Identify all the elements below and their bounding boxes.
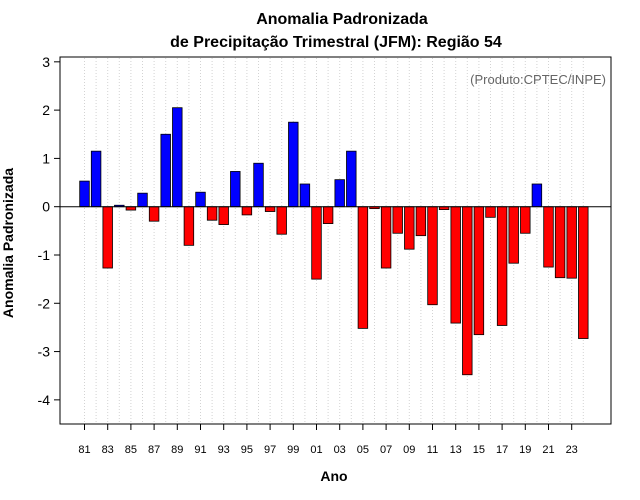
bar-2000	[299, 183, 311, 208]
bar-2021	[543, 206, 554, 268]
bar-2018	[508, 206, 519, 264]
chart-title-line-1: Anomalia Padronizada	[256, 11, 428, 28]
y-tick-label: 0	[42, 199, 50, 215]
bar-2013	[450, 206, 461, 324]
y-tick-label: 2	[42, 102, 50, 118]
x-axis: 81 83 85 87 89 91 93 95 97 99 01 03 05 07 09 11 13 15 17 19…	[78, 424, 578, 456]
x-tick-label: 15	[473, 444, 485, 456]
y-tick-label: -4	[38, 392, 51, 408]
bar-2017	[496, 206, 508, 326]
y-axis: 3 2 1 0 -1 -2 -3 -4	[38, 54, 60, 408]
bar-1999	[288, 121, 299, 208]
x-tick-label: 07	[380, 444, 392, 456]
x-tick-label: 95	[241, 444, 253, 456]
y-tick-label: -1	[38, 247, 51, 263]
bar-2010	[415, 206, 427, 237]
bar-1986	[137, 192, 148, 208]
x-tick-label: 97	[264, 444, 276, 456]
x-tick-label: 87	[148, 444, 160, 456]
bar-2005	[357, 206, 369, 329]
bar-1994	[230, 171, 241, 208]
x-tick-label: 93	[218, 444, 230, 456]
bar-2003	[334, 179, 345, 208]
bar-1985	[125, 206, 137, 211]
gridlines	[84, 58, 584, 423]
bar-2009	[404, 206, 415, 250]
bar-2001	[311, 206, 322, 280]
credit-annotation: (Produto:CPTEC/INPE)	[470, 72, 606, 87]
bar-1998	[276, 206, 287, 235]
x-tick-label: 81	[78, 444, 90, 456]
y-tick-label: 3	[42, 54, 50, 70]
bar-1992	[206, 206, 218, 221]
x-tick-label: 99	[287, 444, 299, 456]
bar-1987	[148, 206, 160, 222]
chart-title-line-2: de Precipitação Trimestral (JFM): Região…	[170, 34, 502, 51]
bar-1997	[264, 206, 276, 212]
y-tick-label: -2	[38, 295, 51, 311]
bar-1991	[195, 191, 206, 208]
bar-2002	[322, 206, 334, 224]
bar-1993	[218, 206, 229, 225]
x-tick-label: 85	[125, 444, 137, 456]
bar-2011	[427, 206, 438, 306]
bar-1988	[160, 133, 171, 208]
bars	[79, 107, 589, 376]
x-tick-label: 83	[102, 444, 114, 456]
bar-1995	[241, 206, 253, 216]
bar-2020	[531, 183, 543, 208]
x-tick-label: 01	[310, 444, 322, 456]
bar-1996	[253, 162, 264, 208]
y-tick-label: 1	[42, 150, 50, 166]
bar-1981	[79, 180, 90, 208]
y-tick-label: -3	[38, 344, 51, 360]
bar-2024	[578, 206, 589, 339]
x-tick-label: 19	[519, 444, 531, 456]
x-tick-label: 17	[496, 444, 508, 456]
bar-1982	[90, 150, 102, 208]
x-tick-label: 21	[542, 444, 554, 456]
x-tick-label: 13	[450, 444, 462, 456]
bar-2004	[346, 150, 357, 208]
y-axis-title: Anomalia Padronizada	[0, 168, 16, 318]
x-tick-label: 03	[334, 444, 346, 456]
bar-2007	[380, 206, 392, 269]
x-tick-label: 11	[427, 444, 438, 456]
bar-2008	[392, 206, 403, 234]
x-tick-label: 09	[403, 444, 415, 456]
bar-1989	[172, 107, 183, 208]
bar-2022	[554, 206, 566, 279]
bar-2016	[485, 206, 496, 218]
x-tick-label: 23	[566, 444, 578, 456]
bar-1990	[183, 206, 195, 246]
x-tick-label: 89	[171, 444, 183, 456]
plot-area	[59, 56, 612, 425]
x-axis-title: Ano	[320, 468, 347, 484]
bar-2019	[520, 206, 531, 234]
bar-1983	[102, 206, 113, 269]
x-tick-label: 91	[194, 444, 206, 456]
bar-2014	[462, 206, 473, 376]
x-tick-label: 05	[357, 444, 369, 456]
bar-2023	[566, 206, 577, 279]
bar-2015	[473, 206, 485, 336]
